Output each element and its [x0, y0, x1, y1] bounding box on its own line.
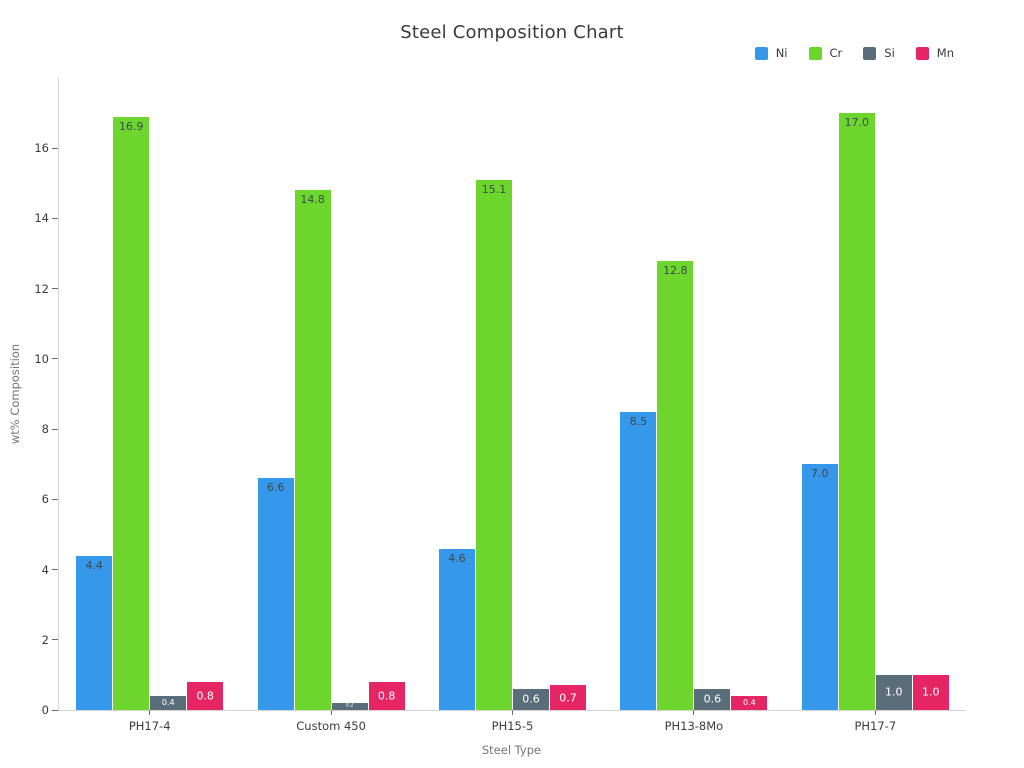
bar-mn-ph13-8mo: 0.4	[731, 695, 768, 710]
legend-item-cr: Cr	[808, 46, 843, 60]
x-category-label: PH17-7	[854, 719, 897, 733]
y-tick-label: 14	[34, 211, 49, 226]
bar-mn-ph17-7: 1.0	[912, 674, 949, 710]
bar-value-label: 0.4	[743, 697, 756, 707]
legend-swatch-ni	[754, 46, 768, 60]
bar-mn-ph17-4: 0.8	[187, 681, 224, 710]
y-tick-label: 16	[34, 141, 49, 156]
legend-swatch-cr	[808, 46, 822, 60]
x-tick-mark	[693, 710, 695, 715]
bar-value-label: 0.8	[196, 689, 214, 703]
y-tick-label: 0	[41, 703, 49, 717]
y-tick-label: 10	[34, 351, 49, 366]
legend: Ni Cr Si Mn	[754, 46, 954, 60]
bar-si-ph15-5: 0.6	[513, 688, 549, 710]
legend-label: Si	[884, 46, 895, 60]
y-tick-mark	[52, 498, 58, 500]
bar-cr-ph13-8mo: 12.8	[657, 260, 694, 710]
bar-si-ph17-7: 1.0	[875, 674, 912, 710]
bar-value-label: 0.7	[559, 691, 577, 705]
x-category-label: PH17-4	[128, 719, 171, 733]
y-tick-mark	[52, 639, 58, 641]
bar-value-label: 4.6	[448, 551, 466, 565]
x-category-label: PH15-5	[491, 719, 534, 733]
bar-mn-ph15-5: 0.7	[550, 685, 586, 710]
bar-value-label: 0.4	[161, 697, 175, 707]
x-tick-mark	[330, 710, 332, 715]
bar-ni-custom-450: 6.6	[257, 478, 294, 710]
bar-mn-custom-450: 0.8	[368, 681, 405, 710]
bar-si-ph17-4: 0.4	[150, 695, 187, 710]
bar-value-label: 17.0	[844, 116, 870, 130]
bar-value-label: 16.9	[118, 119, 144, 133]
legend-label: Mn	[936, 46, 954, 60]
y-tick-mark	[52, 358, 58, 360]
bar-value-label: 1.0	[885, 685, 903, 699]
bar-ni-ph17-7: 7.0	[801, 464, 838, 710]
y-tick-label: 12	[34, 281, 49, 296]
x-category-label: Custom 450	[296, 719, 366, 733]
legend-item-mn: Mn	[915, 46, 954, 60]
x-tick-mark	[874, 710, 876, 715]
y-tick-mark	[52, 428, 58, 430]
bar-si-ph13-8mo: 0.6	[694, 688, 731, 710]
bar-cr-custom-450: 14.8	[294, 190, 331, 710]
bar-ni-ph17-4: 4.4	[76, 555, 113, 710]
y-tick-label: 4	[41, 562, 49, 577]
y-tick-label: 2	[41, 632, 49, 647]
x-tick-mark	[149, 710, 151, 715]
y-tick-label: 8	[41, 422, 49, 437]
bar-cr-ph17-4: 16.9	[113, 116, 150, 710]
y-tick-mark	[52, 709, 58, 711]
x-category-label: PH13-8Mo	[664, 719, 724, 733]
chart-title: Steel Composition Chart	[400, 22, 624, 43]
bar-cr-ph15-5: 15.1	[476, 179, 512, 710]
bar-value-label: 7.0	[811, 467, 829, 481]
y-tick-mark	[52, 217, 58, 219]
x-axis-title: Steel Type	[481, 743, 542, 757]
bar-value-label: 0.6	[522, 692, 540, 706]
bar-cr-ph17-7: 17.0	[838, 113, 875, 710]
bar-value-label: 0.6	[703, 692, 722, 706]
plot-area: 0 2 4 6 8 10 12 14 16 PH17-4 4.4 16.9 0.4 0.8 Custom 4…	[34, 78, 966, 733]
bar-value-label: 14.8	[300, 193, 325, 207]
legend-label: Ni	[775, 46, 788, 60]
y-tick-mark	[52, 288, 58, 290]
y-tick-label: 6	[41, 492, 49, 507]
bar-si-custom-450: 0.2	[331, 702, 368, 710]
legend-item-ni: Ni	[754, 46, 788, 60]
legend-item-si: Si	[863, 46, 895, 60]
bar-value-label: 15.1	[481, 182, 507, 196]
bar-value-label: 0.8	[377, 689, 396, 703]
bar-value-label: 8.5	[629, 414, 648, 428]
legend-swatch-mn	[915, 46, 929, 60]
bar-ni-ph15-5: 4.6	[439, 548, 475, 710]
bar-value-label: 0.2	[345, 702, 354, 709]
legend-label: Cr	[829, 46, 843, 60]
y-tick-mark	[52, 147, 58, 149]
bar-value-label: 12.8	[663, 263, 688, 277]
y-axis-title: wt% Composition	[8, 343, 22, 445]
x-tick-mark	[512, 710, 513, 715]
legend-swatch-si	[863, 46, 877, 60]
bar-value-label: 1.0	[922, 685, 940, 699]
bar-value-label: 6.6	[266, 481, 285, 495]
bar-value-label: 4.4	[85, 558, 103, 572]
bar-ni-ph13-8mo: 8.5	[620, 411, 657, 710]
y-tick-mark	[52, 569, 58, 571]
